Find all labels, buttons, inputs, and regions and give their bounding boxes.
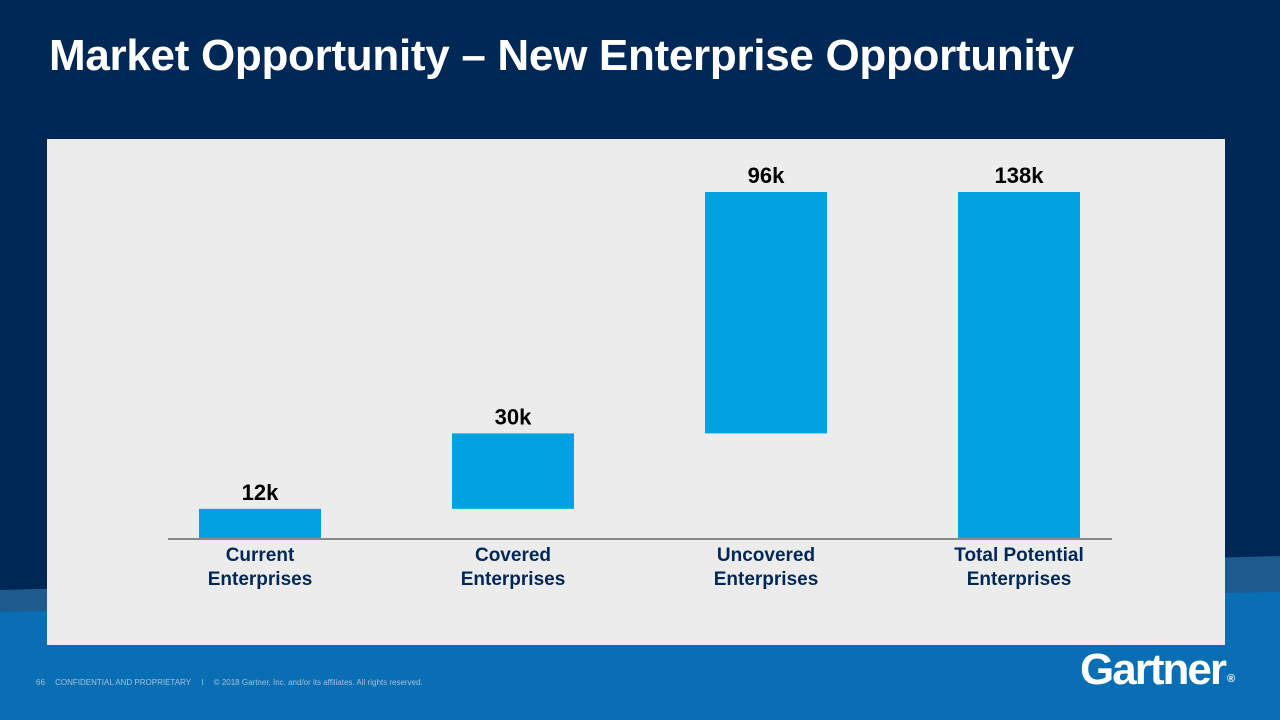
bar-1 — [199, 508, 321, 539]
value-label-3: 96k — [748, 163, 785, 188]
bar-4 — [958, 192, 1080, 539]
copyright-text: © 2018 Gartner, Inc. and/or its affiliat… — [213, 678, 423, 687]
category-label-line: Covered — [475, 545, 551, 566]
bar-2 — [452, 433, 574, 509]
registered-mark: ® — [1226, 673, 1236, 685]
slide-title: Market Opportunity – New Enterprise Oppo… — [49, 31, 1074, 80]
category-label-line: Enterprises — [461, 569, 566, 590]
footer: 66 CONFIDENTIAL AND PROPRIETARY I © 2018… — [36, 678, 431, 687]
category-label-1: Current Enterprises — [208, 545, 313, 590]
category-label-line: Enterprises — [208, 569, 313, 590]
category-label-line: Enterprises — [967, 569, 1072, 590]
value-label-4: 138k — [995, 163, 1045, 188]
value-label-1: 12k — [242, 480, 279, 505]
category-label-line: Current — [226, 545, 295, 566]
category-label-3: Uncovered Enterprises — [714, 545, 819, 590]
category-label-4: Total Potential Enterprises — [954, 545, 1083, 590]
bars-layer — [199, 192, 1080, 539]
category-label-2: Covered Enterprises — [461, 545, 566, 590]
category-label-line: Uncovered — [717, 545, 815, 566]
category-label-line: Total Potential — [954, 545, 1083, 566]
bar-3 — [705, 192, 827, 434]
logo-text: Gartner — [1080, 645, 1227, 694]
confidential-label: CONFIDENTIAL AND PROPRIETARY — [55, 678, 192, 687]
gartner-logo: Gartner ® — [1080, 646, 1235, 703]
category-label-line: Enterprises — [714, 569, 819, 590]
footer-separator: I — [201, 678, 204, 687]
page-number: 66 — [36, 678, 45, 687]
value-label-2: 30k — [495, 404, 532, 429]
labels-layer: 12k Current Enterprises 30k Covered Enterpris… — [208, 163, 1084, 590]
